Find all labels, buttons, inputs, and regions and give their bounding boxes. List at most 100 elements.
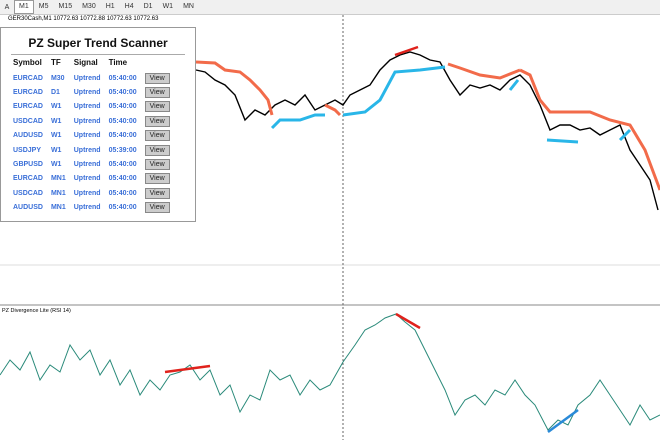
tool-button[interactable]: A <box>4 3 10 11</box>
supertrend-down <box>324 103 342 117</box>
view-button[interactable]: View <box>144 72 170 84</box>
table-row: AUDUSD W1 Uptrend 05:40:00 View <box>9 129 174 143</box>
view-button[interactable]: View <box>144 159 170 171</box>
cell: 05:40:00 <box>108 204 137 212</box>
cell: 05:40:00 <box>108 117 137 125</box>
timeframe-button[interactable]: MN <box>183 3 194 10</box>
timeframe-button[interactable]: M30 <box>82 3 96 10</box>
cell: 05:40:00 <box>108 103 137 111</box>
scanner-title: PZ Super Trend Scanner <box>28 36 168 50</box>
cell: View <box>141 71 174 85</box>
view-button[interactable]: View <box>144 101 170 113</box>
cell: Uptrend <box>73 103 101 111</box>
cell: View <box>141 186 174 200</box>
supertrend-up <box>342 65 446 117</box>
table-row: EURCAD M30 Uptrend 05:40:00 View <box>9 71 174 85</box>
timeframe-button[interactable]: H1 <box>105 3 115 10</box>
supertrend-up <box>546 138 579 144</box>
column-header: TF <box>50 58 61 67</box>
cell: M30 <box>50 74 65 82</box>
cell: View <box>141 129 174 143</box>
scanner-panel: PZ Super Trend Scanner Symbol TF Signal Tim… <box>0 27 196 222</box>
column-header: Symbol <box>13 58 42 67</box>
cell: View <box>141 100 174 114</box>
timeframe-button[interactable]: M1 <box>14 0 34 14</box>
cell: EURCAD <box>13 74 43 82</box>
timeframe-button[interactable]: W1 <box>162 3 174 10</box>
cell: EURCAD <box>13 103 43 111</box>
column-header: Time <box>108 58 128 67</box>
table-row: EURCAD D1 Uptrend 05:40:00 View <box>9 85 174 99</box>
cell: 05:40:00 <box>108 132 137 140</box>
view-button[interactable]: View <box>144 187 170 199</box>
supertrend-down <box>195 60 274 116</box>
cell: 05:40:00 <box>108 89 137 97</box>
table-body: EURCAD M30 Uptrend 05:40:00 View EURCAD D1 Uptr… <box>9 71 174 215</box>
cell: View <box>141 85 174 99</box>
cell: D1 <box>50 89 60 97</box>
supertrend-down <box>447 62 521 80</box>
view-button[interactable]: View <box>144 202 170 214</box>
cell: Uptrend <box>73 132 101 140</box>
supertrend-up <box>508 79 520 91</box>
cell: 05:39:00 <box>108 146 137 154</box>
view-button[interactable]: View <box>144 144 170 156</box>
separator <box>11 54 185 55</box>
divergence-line <box>395 312 421 330</box>
cell: EURCAD <box>13 175 43 183</box>
view-button[interactable]: View <box>144 87 170 99</box>
divergence-line <box>547 408 579 434</box>
cell: MN1 <box>50 175 66 183</box>
price-line <box>195 51 659 211</box>
cell: USDJPY <box>13 146 42 154</box>
cell: W1 <box>50 161 62 169</box>
cell: Uptrend <box>73 89 101 97</box>
cell: USDCAD <box>13 189 43 197</box>
cell: 05:40:00 <box>108 161 137 169</box>
scanner-table: Symbol TF Signal Time EURCAD M30 Uptrend 05:40:… <box>9 55 174 215</box>
supertrend-down <box>519 68 660 191</box>
table-row: EURCAD W1 Uptrend 05:40:00 View <box>9 100 174 114</box>
cell: GBPUSD <box>13 161 43 169</box>
cell: AUDUSD <box>13 132 43 140</box>
cell: AUDUSD <box>13 204 43 212</box>
timeframe-button[interactable]: M5 <box>38 3 49 10</box>
cell: View <box>141 157 174 171</box>
divergence-line <box>394 45 419 57</box>
cell: View <box>141 172 174 186</box>
view-button[interactable]: View <box>144 130 170 142</box>
cell: 05:40:00 <box>108 74 137 82</box>
cell: View <box>141 114 174 128</box>
timeframe-button[interactable]: D1 <box>143 3 153 10</box>
cell: Uptrend <box>73 189 101 197</box>
symbol-info: GER30Cash,M1 10772.63 10772.88 10772.63 … <box>8 16 159 22</box>
header-row: Symbol TF Signal Time <box>9 55 174 71</box>
table-row: USDCAD W1 Uptrend 05:40:00 View <box>9 114 174 128</box>
cell: Uptrend <box>73 74 101 82</box>
timeframe-button[interactable]: M15 <box>58 3 73 10</box>
supertrend-up <box>618 128 632 142</box>
table-row: USDJPY W1 Uptrend 05:39:00 View <box>9 143 174 157</box>
cell: Uptrend <box>73 146 101 154</box>
supertrend-up <box>270 113 325 130</box>
cell: View <box>141 143 174 157</box>
table-row: USDCAD MN1 Uptrend 05:40:00 View <box>9 186 174 200</box>
column-header: Signal <box>73 58 98 67</box>
view-button[interactable]: View <box>144 173 170 185</box>
cell: MN1 <box>50 204 66 212</box>
cell: Uptrend <box>73 117 101 125</box>
timeframe-button[interactable]: H4 <box>124 3 134 10</box>
table-row: GBPUSD W1 Uptrend 05:40:00 View <box>9 157 174 171</box>
view-button[interactable]: View <box>144 115 170 127</box>
cell: Uptrend <box>73 204 101 212</box>
cell: 05:40:00 <box>108 189 137 197</box>
cell: 05:40:00 <box>108 175 137 183</box>
supertrend <box>195 45 660 191</box>
cell: W1 <box>50 117 62 125</box>
cell: W1 <box>50 103 62 111</box>
divergence-line <box>164 364 211 374</box>
cell: EURCAD <box>13 89 43 97</box>
toolbar: A M1 M5 M15 M30 H1 H4 D1 W1 MN <box>0 0 660 15</box>
rsi-line <box>0 313 660 431</box>
cell: Uptrend <box>73 161 101 169</box>
